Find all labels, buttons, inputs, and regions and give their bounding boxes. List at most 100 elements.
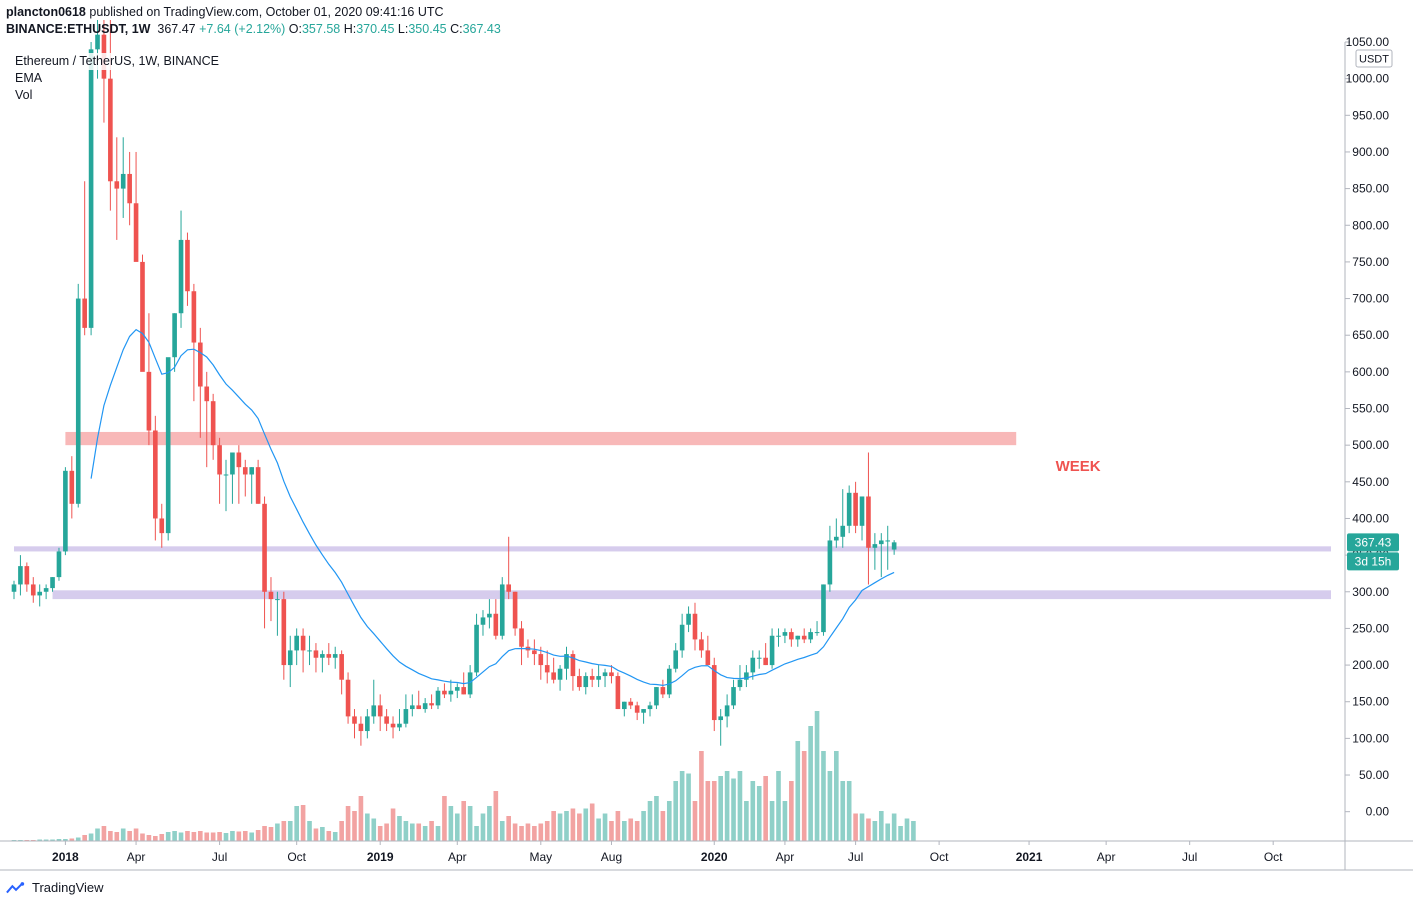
- candle-body: [88, 49, 94, 328]
- zone-resistance: [65, 431, 1017, 446]
- candle-body: [454, 687, 460, 691]
- candle-body: [666, 668, 672, 695]
- volume-bar: [114, 832, 120, 841]
- candle-body: [140, 261, 145, 372]
- volume-bar: [602, 813, 608, 841]
- candle-body: [127, 173, 132, 204]
- candle-body: [872, 544, 878, 548]
- footer-brand[interactable]: TradingView: [6, 880, 104, 895]
- author-name[interactable]: plancton0618: [6, 5, 86, 19]
- candle-body: [204, 386, 210, 402]
- volume-bar: [307, 821, 312, 841]
- candle-body: [622, 701, 627, 710]
- candle-body: [782, 632, 788, 636]
- volume-bar: [146, 835, 152, 841]
- high-label: H:: [343, 22, 357, 36]
- publish-text: published on TradingView.com, October 01…: [89, 5, 444, 19]
- volume-bar: [403, 821, 409, 841]
- candle-body: [300, 635, 306, 651]
- y-tick-label: 0.00: [1366, 805, 1390, 819]
- volume-bar: [429, 821, 434, 841]
- x-tick-label: Oct: [287, 850, 306, 864]
- volume-bar: [320, 827, 325, 841]
- candle-body: [422, 703, 428, 710]
- close-value: 367.43: [462, 22, 501, 36]
- volume-bar: [872, 821, 878, 841]
- volume-bar: [737, 771, 743, 841]
- candle-body: [30, 584, 36, 596]
- candle-body: [313, 650, 319, 658]
- symbol-info: BINANCE:ETHUSDT, 1W 367.47 +7.64 (+2.12%…: [6, 22, 501, 36]
- volume-bar: [217, 832, 222, 841]
- volume-bar: [204, 832, 210, 841]
- legend-vol[interactable]: Vol: [15, 88, 33, 102]
- candle-body: [699, 639, 704, 651]
- volume-bar: [660, 811, 666, 841]
- candle-body: [679, 624, 685, 651]
- candle-body: [371, 705, 377, 717]
- candle-body: [789, 632, 794, 640]
- volume-bar: [223, 833, 229, 841]
- volume-bar: [281, 821, 287, 841]
- candle-body: [628, 701, 634, 706]
- candlesticks: [11, 20, 897, 746]
- volume-bar: [178, 832, 184, 841]
- volume-bar: [744, 801, 749, 841]
- candle-body: [159, 518, 165, 534]
- candle-body: [114, 181, 120, 189]
- legend-ema[interactable]: EMA: [15, 71, 43, 85]
- volume-bar: [185, 831, 190, 841]
- volume-bar: [776, 771, 781, 841]
- volume-bar: [371, 818, 377, 841]
- candle-body: [834, 536, 839, 541]
- candle-body: [769, 635, 775, 666]
- candle-body: [692, 613, 698, 640]
- zone-support-2: [52, 590, 1331, 600]
- candle-body: [461, 687, 467, 695]
- candle-body: [75, 298, 81, 504]
- volume-bar: [474, 826, 479, 841]
- y-tick-label: 850.00: [1352, 182, 1389, 196]
- volume-bar: [377, 826, 383, 841]
- volume-bar: [763, 776, 768, 841]
- volume-bar: [654, 796, 659, 841]
- volume-bar: [782, 801, 788, 841]
- candle-body: [866, 496, 871, 548]
- candle-body: [827, 540, 833, 585]
- volume-bar: [853, 813, 858, 841]
- candle-body: [654, 687, 659, 706]
- candle-body: [403, 709, 409, 724]
- volume-bar: [69, 838, 75, 841]
- candle-body: [146, 371, 152, 431]
- candle-body: [230, 452, 235, 475]
- volume-bar: [801, 751, 807, 841]
- y-tick-label: 800.00: [1352, 218, 1389, 232]
- legend-title[interactable]: Ethereum / TetherUS, 1W, BINANCE: [15, 53, 220, 70]
- candle-body: [275, 599, 280, 601]
- candle-body: [801, 635, 807, 640]
- candle-body: [891, 542, 897, 550]
- candle-body: [776, 635, 781, 637]
- volume-bar: [666, 801, 672, 841]
- candle-body: [332, 654, 338, 658]
- last-price-badge: [1347, 533, 1399, 552]
- volume-bar: [300, 805, 306, 841]
- x-tick-label: Aug: [601, 850, 622, 864]
- volume-bar: [622, 821, 627, 841]
- volume-bar: [365, 813, 370, 841]
- volume-bar: [493, 791, 499, 841]
- candle-body: [512, 591, 518, 629]
- volume-bar: [506, 816, 511, 841]
- volume-bar: [834, 751, 839, 841]
- volume-bar: [56, 839, 62, 841]
- x-tick-label: Apr: [1097, 850, 1116, 864]
- volume-bar: [724, 771, 730, 841]
- volume-bar: [345, 806, 351, 841]
- candle-body: [339, 654, 344, 680]
- candle-body: [641, 709, 646, 713]
- candle-body: [384, 716, 389, 724]
- volume-bar: [133, 828, 139, 841]
- low-value: 350.45: [408, 22, 447, 36]
- candle-body: [744, 672, 749, 680]
